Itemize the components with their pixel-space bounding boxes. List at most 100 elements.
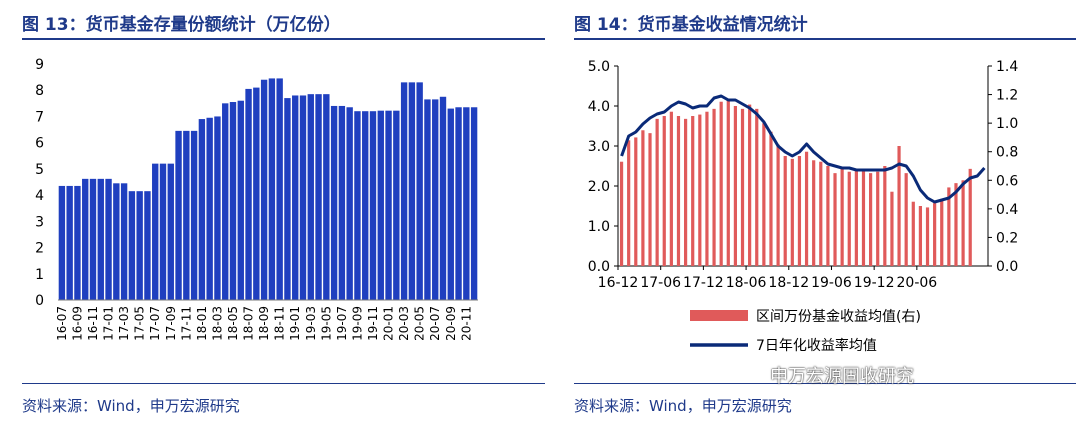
bar-17-02: [113, 183, 120, 300]
bar-20-12: [470, 107, 478, 301]
bar-17-04: [128, 191, 136, 300]
yield-bar: [733, 106, 738, 266]
figure-14-title: 图 14：货币基金收益情况统计: [574, 15, 808, 35]
bar-17-06: [144, 191, 151, 300]
x-tick-label: 18-07: [242, 306, 256, 341]
bar-17-08: [159, 163, 167, 300]
bar-17-01: [105, 178, 112, 300]
title-rule: [574, 38, 1076, 40]
left-y-tick-label: 4.0: [588, 99, 610, 115]
yield-bar: [883, 166, 887, 266]
yield-bar: [669, 111, 673, 266]
bar-16-08: [66, 185, 73, 300]
bar-19-03: [307, 94, 314, 301]
bar-18-03: [214, 116, 221, 300]
x-tick-label: 20-06: [897, 275, 938, 291]
seven-day-yield-line: [620, 94, 986, 204]
bar-20-11: [463, 107, 470, 301]
bar-17-03: [120, 183, 128, 300]
bar-20-09: [447, 108, 454, 300]
bar-19-12: [377, 110, 384, 300]
bar-19-11: [369, 111, 377, 300]
yield-bar: [940, 198, 944, 266]
yield-bar: [619, 161, 624, 266]
yield-bar: [904, 173, 908, 266]
right-y-tick-label: 1.0: [996, 116, 1018, 132]
yield-bar: [662, 116, 666, 266]
yield-bar: [797, 156, 802, 266]
bar-19-02: [299, 95, 307, 300]
x-tick-label: 17-05: [133, 306, 147, 341]
left-y-tick-label: 1.0: [588, 219, 610, 235]
yield-bar: [790, 158, 794, 266]
bar-18-07: [245, 88, 252, 301]
yield-bar: [861, 168, 866, 266]
bar-20-06: [424, 99, 431, 301]
bar-18-09: [260, 79, 268, 300]
watermark-text: 申万宏源固收研究: [770, 366, 914, 387]
x-tick-label: 18-05: [226, 306, 240, 341]
figure-13-title: 图 13：货币基金存量份额统计（万亿份）: [22, 15, 341, 35]
yield-bar: [847, 171, 851, 266]
bar-18-12: [284, 98, 291, 300]
left-y-tick-label: 5.0: [588, 59, 610, 75]
yield-bar: [634, 137, 638, 266]
x-tick-label: 17-07: [148, 306, 162, 341]
yield-bar: [776, 144, 780, 266]
yield-bar: [755, 108, 759, 266]
bar-16-09: [74, 185, 81, 300]
yield-bar: [968, 168, 972, 266]
yield-bar: [641, 130, 645, 266]
bar-19-01: [292, 95, 299, 300]
y-tick-label: 1: [35, 267, 44, 283]
x-tick-label: 17-12: [683, 275, 724, 291]
x-tick-label: 18-09: [257, 306, 271, 341]
bar-17-10: [175, 130, 182, 300]
bar-17-12: [190, 130, 198, 300]
left-y-tick-label: 0.0: [588, 259, 610, 275]
y-tick-label: 9: [35, 57, 44, 73]
x-tick-label: 19-06: [811, 275, 852, 291]
yield-bar: [627, 140, 631, 266]
bar-18-02: [206, 117, 213, 300]
yield-bar: [876, 171, 880, 266]
left-y-tick-label: 2.0: [588, 179, 610, 195]
y-tick-label: 0: [35, 293, 44, 309]
x-tick-label: 16-07: [55, 306, 69, 341]
x-tick-label: 19-12: [854, 275, 895, 291]
bar-20-08: [439, 96, 447, 301]
bar-18-04: [222, 103, 229, 300]
bar-19-09: [354, 111, 361, 300]
right-figure: 图 14：货币基金收益情况统计 0.0 1.0 2.0 3.0 4.0 5.0 0.0 0.2…: [570, 0, 1080, 421]
bar-20-02: [393, 110, 400, 300]
yield-bar: [954, 183, 958, 266]
yield-bar: [890, 191, 894, 266]
y-tick-label: 7: [35, 109, 44, 125]
x-tick-label: 16-11: [86, 306, 100, 341]
yield-bar: [676, 116, 681, 266]
y-tick-label: 5: [35, 162, 44, 178]
bar-16-11: [89, 178, 97, 300]
x-tick-label: 20-01: [382, 306, 396, 341]
bar-20-05: [416, 82, 423, 300]
stock-share-bar-chart: 0 1 2 3 4 5 6 7 8 9 16-07 16-09 16-11 17-01 17-03 17-05…: [35, 57, 478, 341]
x-tick-label: 19-09: [350, 306, 364, 341]
footer-rule: [22, 383, 545, 384]
yield-bar: [748, 104, 752, 266]
x-tick-label: 17-11: [179, 306, 193, 341]
bar-18-01: [198, 119, 206, 300]
bar-18-11: [276, 78, 283, 300]
yield-bar: [705, 111, 709, 266]
x-tick-label: 19-01: [288, 306, 302, 341]
yield-bar: [911, 201, 915, 266]
right-y-tick-label: 0.4: [996, 202, 1018, 218]
x-tick-label: 16-12: [598, 275, 639, 291]
bar-20-07: [432, 99, 439, 301]
y-tick-label: 4: [35, 188, 44, 204]
x-tick-label: 20-05: [413, 306, 427, 341]
bar-20-04: [408, 82, 416, 300]
bar-18-06: [237, 100, 244, 300]
yield-bar: [918, 206, 923, 266]
yield-bar: [897, 146, 901, 266]
x-tick-label: 17-09: [164, 306, 178, 341]
